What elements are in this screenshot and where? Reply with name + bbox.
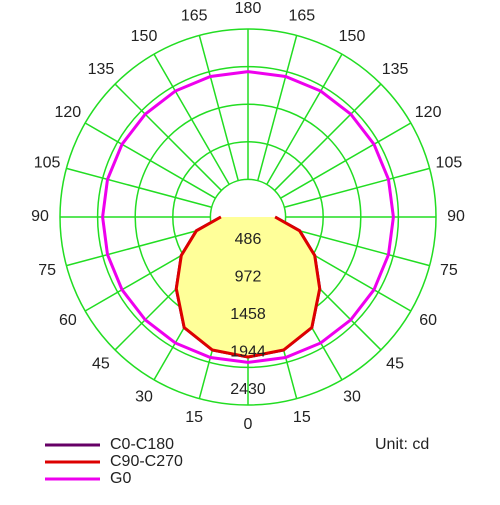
angle-tick-label: 15 (185, 409, 203, 426)
grid-ring (59, 28, 437, 406)
r-tick-label: 2430 (230, 381, 266, 398)
r-tick-label: 1944 (230, 344, 266, 361)
angle-tick-label: 45 (92, 355, 110, 372)
angle-tick-label: 180 (235, 0, 262, 17)
angle-tick-label: 15 (293, 409, 311, 426)
angle-tick-label: 165 (181, 7, 208, 24)
series-line (101, 70, 395, 364)
angle-tick-label: 150 (131, 28, 158, 45)
angle-tick-label: 165 (288, 7, 315, 24)
angle-tick-label: 105 (436, 154, 463, 171)
legend-label: C0-C180 (110, 436, 174, 453)
angle-tick-label: 75 (440, 262, 458, 279)
angle-tick-label: 135 (88, 61, 115, 78)
legend-label: C90-C270 (110, 453, 183, 470)
angle-tick-label: 90 (447, 208, 465, 225)
r-tick-label: 972 (235, 268, 262, 285)
angle-tick-label: 120 (55, 104, 82, 121)
r-tick-label: 486 (235, 231, 262, 248)
angle-tick-label: 135 (382, 61, 409, 78)
legend-label: G0 (110, 470, 131, 487)
angle-tick-label: 0 (244, 416, 253, 433)
r-tick-label: 1458 (230, 306, 266, 323)
unit-label: Unit: cd (375, 436, 429, 453)
angle-tick-label: 60 (419, 312, 437, 329)
angle-tick-label: 30 (343, 388, 361, 405)
angle-tick-label: 60 (59, 312, 77, 329)
angle-tick-label: 30 (135, 388, 153, 405)
angle-tick-label: 120 (415, 104, 442, 121)
angle-tick-label: 90 (31, 208, 49, 225)
grid-ring (96, 65, 400, 369)
series-fill (176, 217, 320, 357)
angle-tick-label: 45 (386, 355, 404, 372)
series-line (174, 215, 322, 359)
angle-tick-label: 105 (34, 154, 61, 171)
angle-tick-label: 150 (339, 28, 366, 45)
angle-tick-label: 75 (38, 262, 56, 279)
